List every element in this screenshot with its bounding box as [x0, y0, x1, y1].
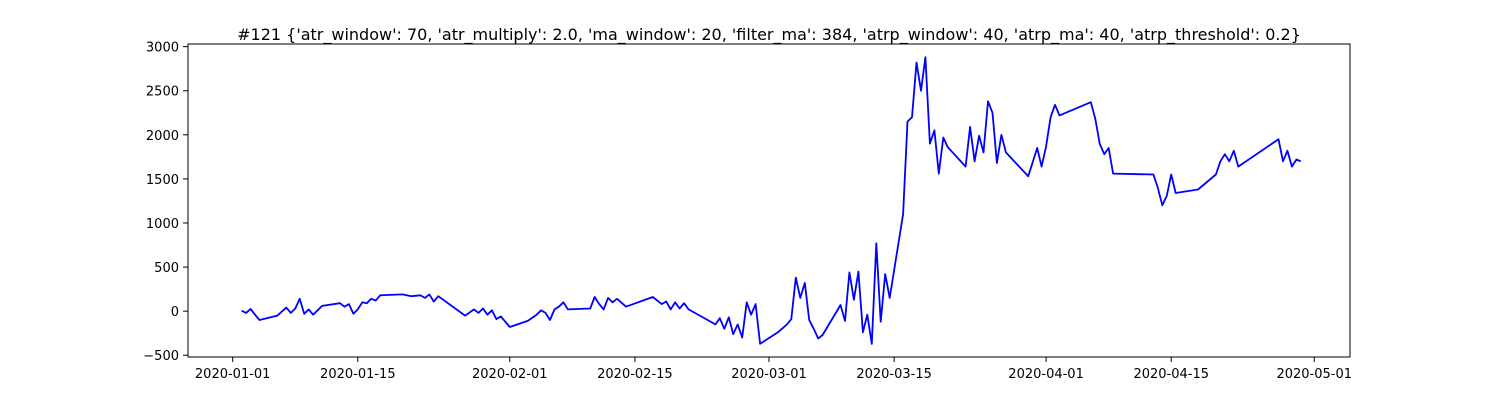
plot-frame [187, 43, 1351, 358]
y-tick-label: −500 [143, 349, 179, 364]
x-tick-label: 2020-01-15 [320, 367, 396, 382]
x-tick-label: 2020-03-15 [856, 367, 932, 382]
series-line [241, 56, 1302, 345]
y-tick-label: 500 [154, 261, 179, 276]
chart-title: #121 {'atr_window': 70, 'atr_multiply': … [237, 25, 1301, 45]
y-tick-label: 3000 [146, 41, 179, 56]
x-tick-label: 2020-01-01 [195, 367, 271, 382]
x-tick-label: 2020-04-15 [1133, 367, 1209, 382]
x-tick-label: 2020-04-01 [1008, 367, 1084, 382]
axis-ticks: 2020-01-01 2020-01-15 2020-02-01 2020-02-15… [143, 41, 1352, 382]
x-tick-label: 2020-05-01 [1276, 367, 1352, 382]
y-tick-label: 2500 [146, 85, 179, 100]
x-tick-label: 2020-02-15 [597, 367, 673, 382]
x-tick-label: 2020-02-01 [472, 367, 548, 382]
y-tick-label: 0 [171, 305, 179, 320]
x-tick-label: 2020-03-01 [731, 367, 807, 382]
y-tick-label: 2000 [146, 129, 179, 144]
y-tick-label: 1500 [146, 173, 179, 188]
y-tick-label: 1000 [146, 217, 179, 232]
